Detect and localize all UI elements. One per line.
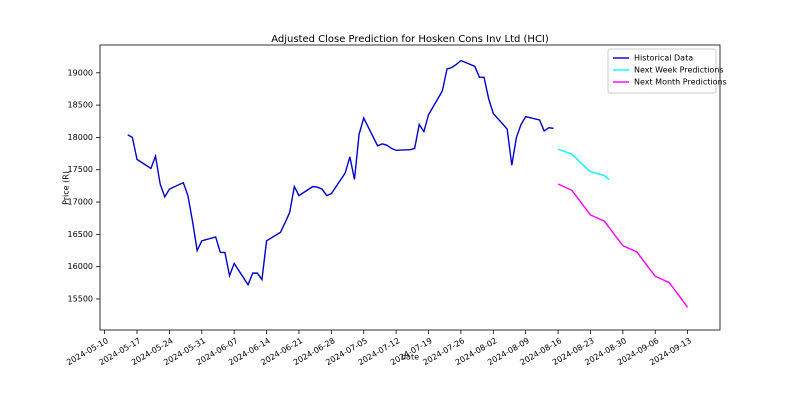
y-tick-label: 18500 [68, 101, 93, 110]
y-tick-label: 17500 [68, 165, 93, 174]
y-tick-label: 16500 [68, 230, 93, 239]
legend-label: Next Month Predictions [634, 78, 727, 87]
axes-frame [99, 44, 721, 331]
legend-label: Historical Data [634, 54, 693, 63]
legend: Historical Data Next Week Predictions Next… [607, 48, 727, 94]
y-tick-label: 17000 [68, 198, 93, 207]
data-line [557, 148, 610, 180]
y-tick-label: 16000 [68, 262, 93, 271]
x-axis-label: date [401, 353, 419, 362]
chart-title: Adjusted Close Prediction for Hosken Con… [271, 34, 549, 45]
y-tick-label: 18000 [68, 133, 93, 142]
data-line [127, 59, 554, 287]
y-tick-label: 19000 [68, 68, 93, 77]
data-line [557, 183, 689, 308]
legend-box [607, 48, 717, 94]
legend-label: Next Week Predictions [634, 66, 724, 75]
y-tick-label: 15500 [68, 294, 93, 303]
y-axis-label: Price (R) [62, 171, 71, 205]
